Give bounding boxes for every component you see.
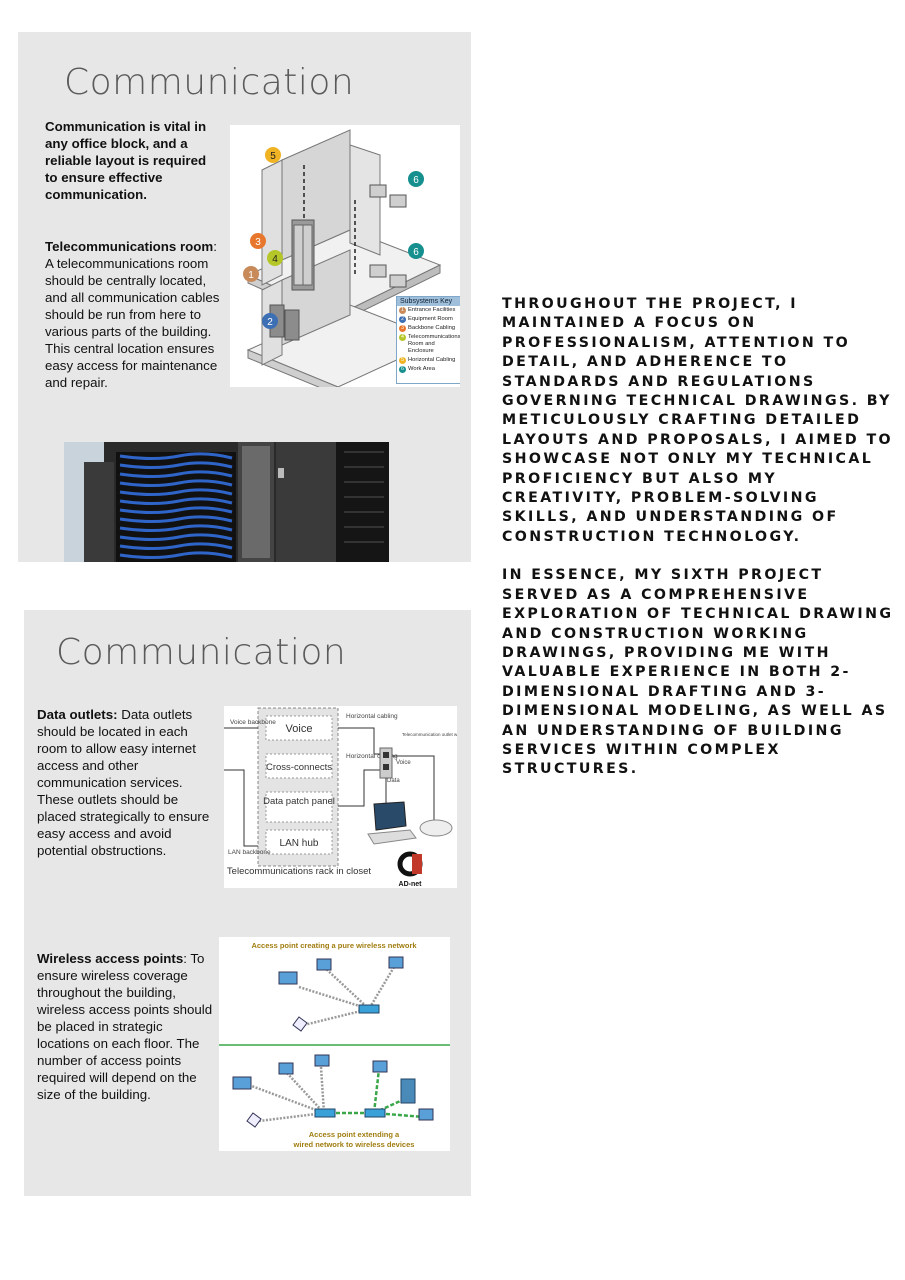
telecom-room-heading: Telecommunications room (45, 239, 214, 254)
horizontal-cabling-label-2: Horizontal cabling (346, 753, 398, 760)
subsystem-label: Work Area (408, 366, 435, 372)
network-cable (119, 542, 233, 550)
telecom-rack-diagram: Voice Cross-connects Data patch panel LA… (224, 706, 457, 888)
rack-cross-connects-label: Cross-connects (266, 762, 332, 773)
reflection-paragraph-2: In essence, my sixth project served as a… (502, 567, 894, 778)
network-cable (119, 497, 233, 505)
subsystems-key-item: 1 Entrance Facilities (397, 306, 460, 315)
subsystems-key-item: 5 Horizontal Cabling (397, 356, 460, 365)
panel-title: Communication (64, 62, 355, 103)
subsystem-label: Horizontal Cabling (408, 357, 456, 363)
wireless-ap-heading: Wireless access points (37, 951, 184, 966)
subsystems-key-item: 2 Equipment Room (397, 315, 460, 324)
access-point-svg: Access point creating a pure wireless ne… (219, 941, 450, 1149)
reflection-paragraph-1: Throughout the project, I maintained a f… (502, 296, 893, 545)
network-cable (119, 461, 233, 469)
network-cable (119, 524, 233, 532)
rack-caption: Telecommunications rack in closet (227, 866, 372, 877)
subsystem-number-badge: 6 (399, 366, 406, 373)
ad-net-logo: AD-net (399, 881, 423, 888)
server-rack-illustration (64, 442, 389, 562)
wireless-ap-body: : To ensure wireless coverage throughout… (37, 951, 213, 1102)
rack-voice-label: Voice (286, 723, 313, 735)
network-cable (119, 488, 233, 496)
server-rack-photo (64, 442, 389, 562)
subsystem-label: Equipment Room (408, 316, 453, 322)
subsystem-label: Entrance Facilities (408, 307, 456, 313)
svg-text:4: 4 (272, 254, 278, 265)
network-cable (119, 515, 233, 523)
lan-backbone-label: LAN backbone (228, 849, 271, 856)
subsystems-key-item: 6 Work Area (397, 365, 460, 374)
subsystem-number-badge: 2 (399, 316, 406, 323)
data-outlets-paragraph: Data outlets: Data outlets should be loc… (37, 706, 217, 859)
panel-title: Communication (56, 632, 347, 673)
svg-text:5: 5 (270, 151, 276, 162)
telecom-room-paragraph: Telecommunications room: A telecommunica… (45, 238, 223, 391)
subsystem-number-badge: 5 (399, 357, 406, 364)
voice-backbone-label: Voice backbone (230, 719, 276, 726)
horizontal-cabling-label-1: Horizontal cabling (346, 713, 398, 720)
subsystem-label: Telecommunications Room and Enclosure (408, 334, 460, 354)
network-cable (119, 452, 233, 460)
rack-lan-hub-label: LAN hub (280, 838, 319, 849)
subsystem-number-badge: 3 (399, 325, 406, 332)
network-cable (119, 533, 233, 541)
wireless-ap-paragraph: Wireless access points: To ensure wirele… (37, 950, 217, 1103)
svg-text:6: 6 (413, 247, 419, 258)
building-subsystems-figure: 5 6 6 3 4 1 2 Subsystems Key 1 Entrance F… (230, 125, 460, 387)
ap-bottom-title-line1: Access point extending a (309, 1130, 400, 1139)
ap-bottom-title-line2: wired network to wireless devices (293, 1140, 415, 1149)
building-subsystems-illustration: 5 6 6 3 4 1 2 (243, 129, 442, 387)
svg-text:6: 6 (413, 175, 419, 186)
svg-text:1: 1 (248, 270, 254, 281)
subsystem-label: Backbone Cabling (408, 325, 456, 331)
intro-text: Communication is vital in any office blo… (45, 119, 207, 202)
network-cable (119, 470, 233, 478)
data-small-label: Data (387, 778, 400, 784)
svg-text:3: 3 (255, 237, 261, 248)
subsystem-number-badge: 4 (399, 334, 406, 341)
access-point-diagram: Access point creating a pure wireless ne… (219, 937, 450, 1151)
telecom-outlet-label: Telecommunication outlet wall plate (402, 732, 457, 737)
network-cable (119, 506, 233, 514)
communication-panel-bottom: Communication Data outlets: Data outlets… (24, 610, 471, 1196)
network-cable (119, 479, 233, 487)
subsystems-key-item: 3 Backbone Cabling (397, 324, 460, 333)
rack-data-patch-label: Data patch panel (263, 796, 335, 807)
telecom-rack-svg: Voice Cross-connects Data patch panel LA… (224, 707, 457, 888)
subsystems-key-title: Subsystems Key (397, 297, 460, 306)
ap-top-title: Access point creating a pure wireless ne… (251, 941, 417, 950)
data-outlets-heading: Data outlets: (37, 707, 118, 722)
network-cable (119, 551, 233, 559)
subsystems-key-item: 4 Telecommunications Room and Enclosure (397, 333, 460, 356)
subsystems-key-list: 1 Entrance Facilities 2 Equipment Room 3 Back… (397, 306, 460, 374)
communication-panel-top: Communication Communication is vital in … (18, 32, 471, 562)
subsystem-number-badge: 1 (399, 307, 406, 314)
project-reflection-text: Throughout the project, I maintained a f… (502, 295, 902, 799)
telecom-room-body: : A telecommunications room should be ce… (45, 239, 220, 390)
subsystems-key: Subsystems Key 1 Entrance Facilities 2 Equi… (396, 296, 460, 384)
data-outlets-body: Data outlets should be located in each r… (37, 707, 210, 858)
voice-small-label: Voice (396, 760, 411, 766)
svg-text:2: 2 (267, 317, 273, 328)
